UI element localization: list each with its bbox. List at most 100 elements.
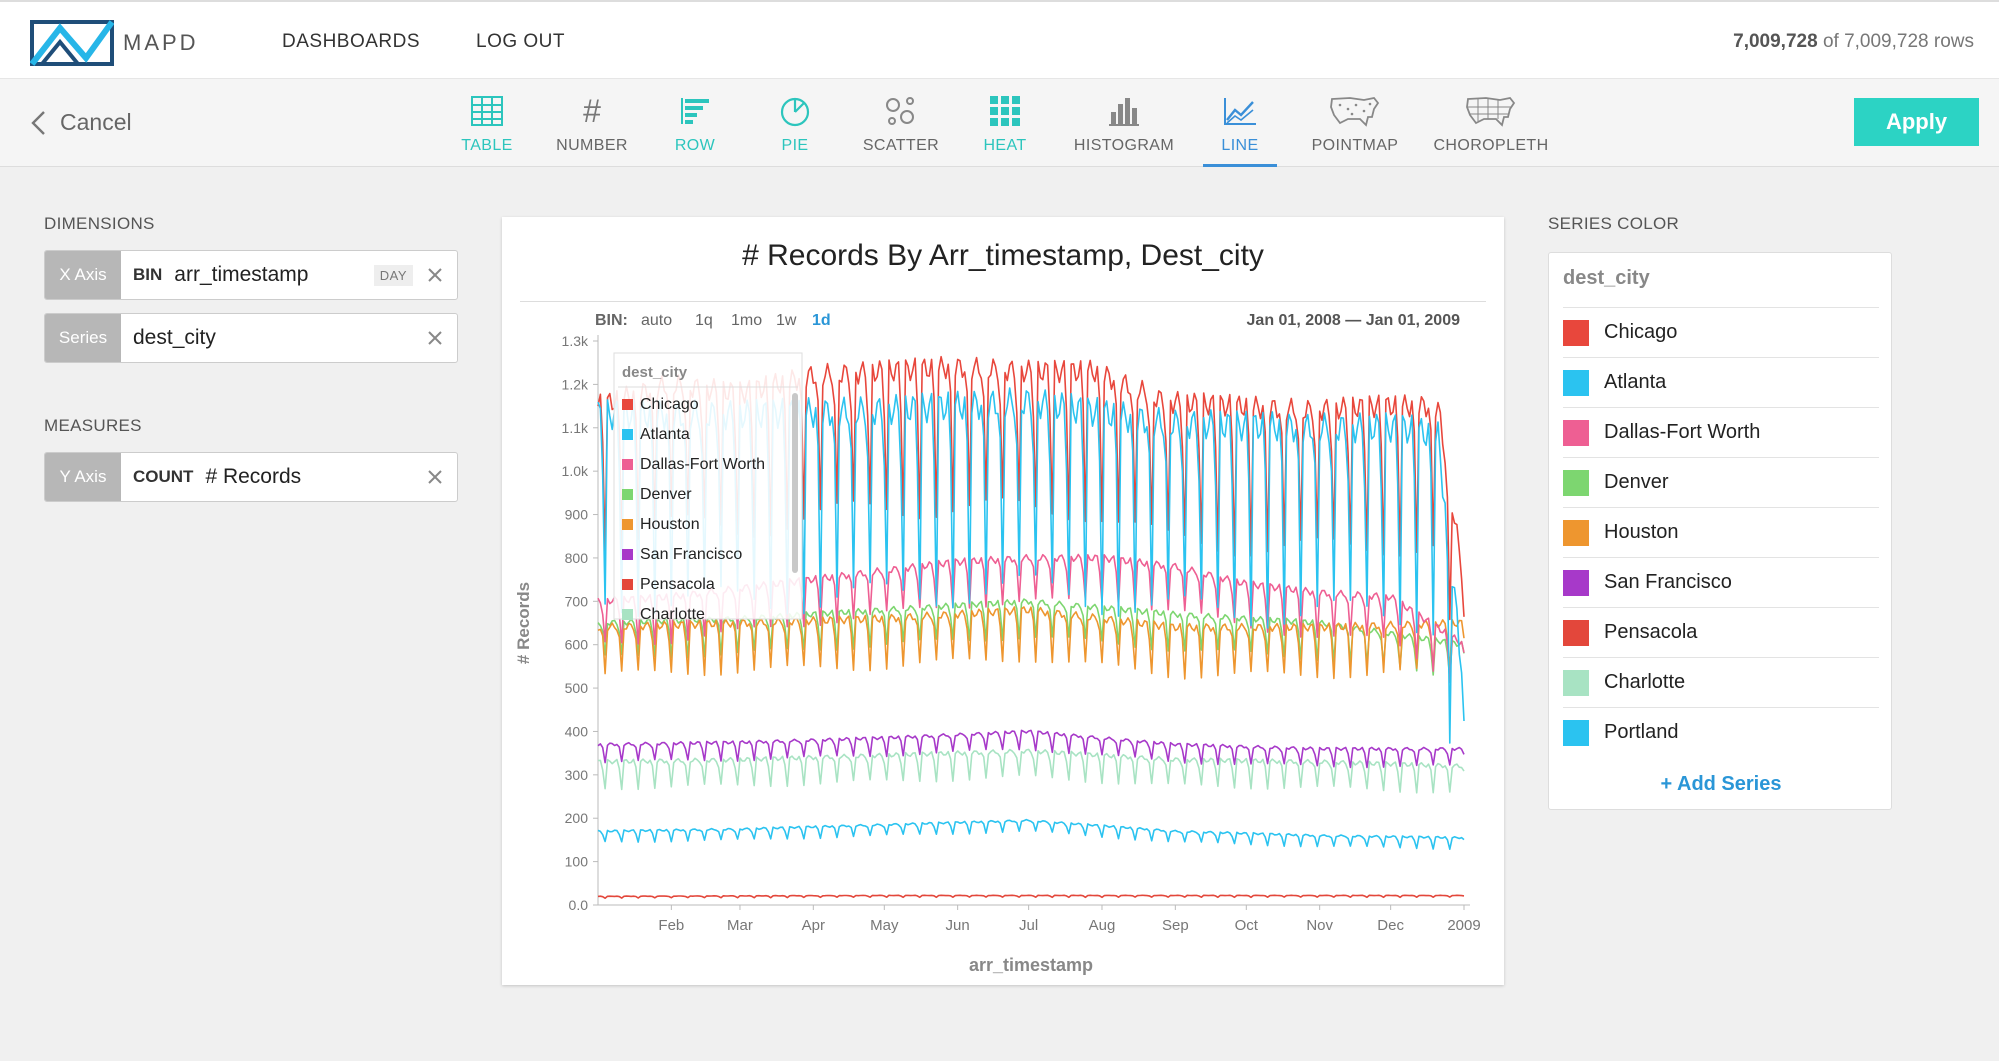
bin-option-1d[interactable]: 1d xyxy=(812,312,831,329)
count-label[interactable]: COUNT xyxy=(133,467,194,486)
mapd-logo xyxy=(30,20,114,66)
bin-label[interactable]: BIN xyxy=(133,265,163,284)
close-icon[interactable] xyxy=(425,265,445,285)
series-line-portland[interactable] xyxy=(597,818,1465,851)
usa-map-icon xyxy=(1466,97,1516,127)
heat-grid-icon xyxy=(990,96,1020,126)
x-tick-label: Sep xyxy=(1162,917,1189,934)
add-series-button[interactable]: + Add Series xyxy=(1660,773,1782,795)
apply-button[interactable]: Apply xyxy=(1854,98,1979,146)
x-tick-label: Dec xyxy=(1377,917,1404,934)
color-swatch[interactable] xyxy=(1563,669,1589,696)
chart-type-line[interactable]: LINE xyxy=(1203,91,1277,167)
close-icon[interactable] xyxy=(425,328,445,348)
legend-swatch xyxy=(622,519,633,530)
series-name: Dallas-Fort Worth xyxy=(1604,421,1761,443)
series-color-row[interactable]: Dallas-Fort Worth xyxy=(1563,407,1879,457)
series-color-panel: dest_city Chicago Atlanta Dallas-Fort Wort… xyxy=(1548,252,1892,810)
y-tick-label: 400 xyxy=(565,723,589,739)
legend-scrollbar[interactable] xyxy=(792,393,798,573)
measures-title: MEASURES xyxy=(44,416,142,435)
series-name: Charlotte xyxy=(1604,671,1686,693)
chart-type-histogram[interactable]: HISTOGRAM xyxy=(1072,91,1176,167)
legend-title: dest_city xyxy=(622,364,688,381)
hash-icon: # xyxy=(583,92,601,129)
legend-item: Chicago xyxy=(640,396,699,413)
nav-dashboards[interactable]: DASHBOARDS xyxy=(282,31,421,52)
series-color-row[interactable]: Chicago xyxy=(1563,307,1879,357)
series-color-row[interactable]: Pensacola xyxy=(1563,607,1879,657)
bin-option-1w[interactable]: 1w xyxy=(776,312,797,329)
legend-swatch xyxy=(622,489,633,500)
x-tick-label: Aug xyxy=(1089,917,1116,934)
line-chart-icon xyxy=(1224,98,1256,125)
legend-item: Denver xyxy=(640,486,692,503)
x-axis-label: arr_timestamp xyxy=(969,955,1093,975)
color-swatch[interactable] xyxy=(1563,319,1589,346)
series-color-row[interactable]: Charlotte xyxy=(1563,657,1879,707)
color-swatch[interactable] xyxy=(1563,569,1589,596)
color-swatch[interactable] xyxy=(1563,369,1589,396)
bin-option-1q[interactable]: 1q xyxy=(695,312,713,329)
chart-type-row[interactable]: ROW xyxy=(665,91,725,167)
bin-unit-badge[interactable]: DAY xyxy=(373,264,413,286)
chart-type-pointmap[interactable]: POINTMAP xyxy=(1306,91,1404,167)
legend-item: Dallas-Fort Worth xyxy=(640,456,765,473)
series-color-row[interactable]: Atlanta xyxy=(1563,357,1879,407)
line-chart[interactable]: BIN: auto 1q 1mo 1w 1d Jan 01, 2008 — Jan 01, … xyxy=(502,217,1504,985)
series-field[interactable]: dest_city xyxy=(133,326,216,349)
bin-option-1mo[interactable]: 1mo xyxy=(731,312,762,329)
color-swatch[interactable] xyxy=(1563,469,1589,496)
chart-type-table[interactable]: TABLE xyxy=(452,91,522,167)
series-line-pensacola[interactable] xyxy=(597,894,1465,900)
series-color-row[interactable]: Houston xyxy=(1563,507,1879,557)
series-line-houston[interactable] xyxy=(597,606,1465,680)
x-axis-pill[interactable]: X Axis BIN arr_timestamp DAY xyxy=(44,250,458,300)
color-swatch[interactable] xyxy=(1563,619,1589,646)
nav-log-out[interactable]: LOG OUT xyxy=(476,31,566,52)
y-tick-label: 300 xyxy=(565,767,589,783)
chart-type-number[interactable]: # NUMBER xyxy=(552,91,632,167)
y-axis-field[interactable]: # Records xyxy=(205,465,302,488)
chart-type-label: HEAT xyxy=(983,137,1027,154)
usa-map-icon xyxy=(1330,97,1380,127)
series-name: Atlanta xyxy=(1604,371,1667,393)
top-bar: MAPD DASHBOARDS LOG OUT 7,009,728 of 7,0… xyxy=(0,0,1999,79)
y-axis-pill[interactable]: Y Axis COUNT # Records xyxy=(44,452,458,502)
x-tick-label: Jun xyxy=(946,917,970,934)
x-axis-field[interactable]: arr_timestamp xyxy=(174,263,309,286)
legend-item: San Francisco xyxy=(640,546,742,563)
cancel-button[interactable]: Cancel xyxy=(30,109,132,136)
x-tick-label: Apr xyxy=(802,917,825,934)
chart-type-heat[interactable]: HEAT xyxy=(982,91,1028,167)
cancel-label: Cancel xyxy=(60,109,132,135)
x-axis-tag: X Axis xyxy=(45,251,121,299)
color-swatch[interactable] xyxy=(1563,419,1589,446)
color-swatch[interactable] xyxy=(1563,519,1589,546)
legend-swatch xyxy=(622,549,633,560)
close-icon[interactable] xyxy=(425,467,445,487)
chart-legend xyxy=(613,352,803,620)
histogram-icon xyxy=(1109,98,1139,126)
series-line-charlotte[interactable] xyxy=(597,748,1465,794)
chart-type-scatter[interactable]: SCATTER xyxy=(860,91,942,167)
y-tick-label: 800 xyxy=(565,550,589,566)
bin-label: BIN: xyxy=(595,312,628,329)
series-name: Pensacola xyxy=(1604,621,1698,643)
series-name: Houston xyxy=(1604,521,1679,543)
series-color-row[interactable]: Denver xyxy=(1563,457,1879,507)
row-chart-icon xyxy=(681,98,709,124)
series-color-row[interactable]: Portland xyxy=(1563,707,1879,757)
series-pill[interactable]: Series dest_city xyxy=(44,313,458,363)
color-swatch[interactable] xyxy=(1563,719,1589,746)
y-tick-label: 1.0k xyxy=(562,463,589,479)
series-line-san-francisco[interactable] xyxy=(597,729,1465,769)
series-color-row[interactable]: San Francisco xyxy=(1563,557,1879,607)
x-tick-label: Oct xyxy=(1235,917,1259,934)
bin-option-auto[interactable]: auto xyxy=(641,312,672,329)
chart-type-label: SCATTER xyxy=(862,137,940,154)
chart-type-choropleth[interactable]: CHOROPLETH xyxy=(1430,91,1552,167)
y-tick-label: 100 xyxy=(565,854,589,870)
chart-type-pie[interactable]: PIE xyxy=(770,91,820,167)
chart-toolbar: Cancel TABLE # NUMBER ROW PIE SCATTER HE… xyxy=(0,79,1999,167)
